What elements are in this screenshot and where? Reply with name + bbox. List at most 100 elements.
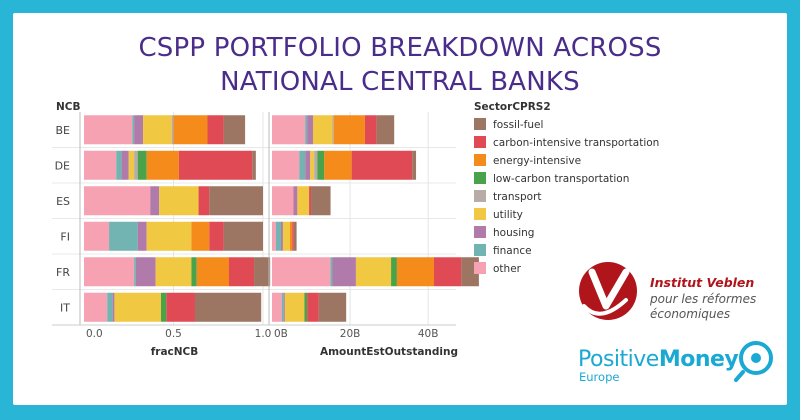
bar-segment	[275, 221, 281, 251]
bar-segment	[207, 115, 224, 145]
axes	[52, 112, 456, 326]
legend-swatch	[474, 118, 486, 130]
bar-segment	[305, 150, 311, 180]
bar-segment	[134, 115, 144, 145]
x-tick-label: 0.5	[165, 328, 182, 340]
veblen-logo-swoosh	[582, 298, 628, 316]
bar-segment	[318, 292, 347, 322]
bar-segment	[223, 221, 263, 251]
bar-segment	[293, 186, 298, 216]
bar-segment	[155, 257, 192, 287]
legend-label: fossil-fuel	[493, 119, 543, 131]
bar-segment	[254, 257, 271, 287]
bar-segment	[307, 292, 319, 322]
bar-segment	[364, 115, 377, 145]
bar-segment	[376, 115, 395, 145]
category-label-DE: DE	[55, 159, 70, 172]
legend: SectorCPRS2 fossil-fuel carbon-intensive t…	[474, 101, 659, 275]
x-axis-title: AmountEstOutstanding	[320, 346, 458, 358]
pm-logo-dot	[751, 353, 761, 363]
bar-segment	[143, 115, 172, 145]
bar-segment	[114, 292, 161, 322]
legend-title: SectorCPRS2	[474, 101, 551, 113]
bar-segment	[134, 257, 136, 287]
x-tick-label: 0.0	[86, 328, 103, 340]
x-tick-label: 0B	[274, 328, 288, 340]
logo-graphics	[579, 262, 773, 382]
bar-segment	[280, 221, 283, 251]
bar-segment	[128, 150, 135, 180]
veblen-name: Institut Veblen	[650, 275, 755, 290]
bar-segment	[191, 257, 197, 287]
legend-label: low-carbon transportation	[493, 173, 629, 185]
bar-segment	[272, 257, 331, 287]
title-line-2: NATIONAL CENTRAL BANKS	[220, 67, 580, 97]
legend-label: transport	[493, 191, 542, 203]
pm-positive: Positive	[578, 347, 659, 372]
bar-segment	[135, 257, 156, 287]
bar-segment	[330, 257, 333, 287]
veblen-tagline-1: pour les réformes	[650, 292, 757, 306]
bar-segment	[146, 221, 192, 251]
bar-segment	[297, 186, 310, 216]
bar-segment	[289, 221, 293, 251]
bar-segment	[292, 221, 294, 251]
bar-segment	[209, 186, 263, 216]
bar-segment	[109, 221, 138, 251]
legend-swatch	[474, 154, 486, 166]
legend-label: other	[493, 263, 522, 275]
bar-segment	[307, 115, 313, 145]
bar-segment	[317, 150, 325, 180]
legend-label: carbon-intensive transportation	[493, 137, 659, 149]
bar-segment	[84, 257, 135, 287]
bar-segment	[84, 221, 110, 251]
bar-segment	[272, 150, 300, 180]
bar-segment	[137, 150, 147, 180]
bar-segment	[310, 150, 315, 180]
bar-segment	[150, 186, 160, 216]
bars	[84, 115, 479, 322]
category-label-FI: FI	[60, 230, 70, 243]
bar-segment	[293, 221, 297, 251]
bar-segment	[198, 186, 210, 216]
bar-segment	[272, 186, 294, 216]
bar-segment	[196, 257, 229, 287]
legend-label: finance	[493, 245, 532, 257]
bar-segment	[312, 115, 333, 145]
bar-segment	[304, 292, 308, 322]
veblen-tagline-2: économiques	[650, 307, 731, 321]
labels: NCB BE DE ES FI FR IT 0.0 0.5 1.0 fracNCB 0B 20B 40B A…	[55, 101, 458, 358]
title-line-1: CSPP PORTFOLIO BREAKDOWN ACROSS	[138, 33, 662, 63]
bar-segment	[121, 150, 129, 180]
bar-segment	[134, 150, 138, 180]
bar-segment	[107, 292, 113, 322]
x-tick-label: 1.0	[255, 328, 272, 340]
bar-segment	[178, 150, 253, 180]
chart-title: CSPP PORTFOLIO BREAKDOWN ACROSS NATIONAL…	[13, 31, 787, 99]
bar-segment	[324, 150, 352, 180]
legend-swatch	[474, 190, 486, 202]
pm-money: Money	[658, 347, 739, 372]
bar-segment	[305, 115, 308, 145]
bar-segment	[355, 257, 392, 287]
bar-segment	[396, 257, 435, 287]
bar-segment	[137, 221, 147, 251]
legend-swatch	[474, 226, 486, 238]
bar-segment	[284, 292, 305, 322]
veblen-tagline: pour les réformes économiques	[650, 292, 770, 322]
bar-segment	[332, 115, 334, 145]
bar-segment	[333, 115, 365, 145]
bar-segment	[84, 150, 117, 180]
x-axis-title: fracNCB	[151, 346, 199, 358]
bar-segment	[159, 186, 199, 216]
row-header: NCB	[56, 101, 81, 113]
bar-segment	[191, 221, 210, 251]
x-tick-label: 20B	[340, 328, 361, 340]
bar-segment	[272, 292, 282, 322]
bar-segment	[272, 115, 306, 145]
bar-segment	[132, 115, 135, 145]
legend-swatch	[474, 244, 486, 256]
bar-segment	[314, 150, 318, 180]
category-label-IT: IT	[60, 301, 70, 314]
